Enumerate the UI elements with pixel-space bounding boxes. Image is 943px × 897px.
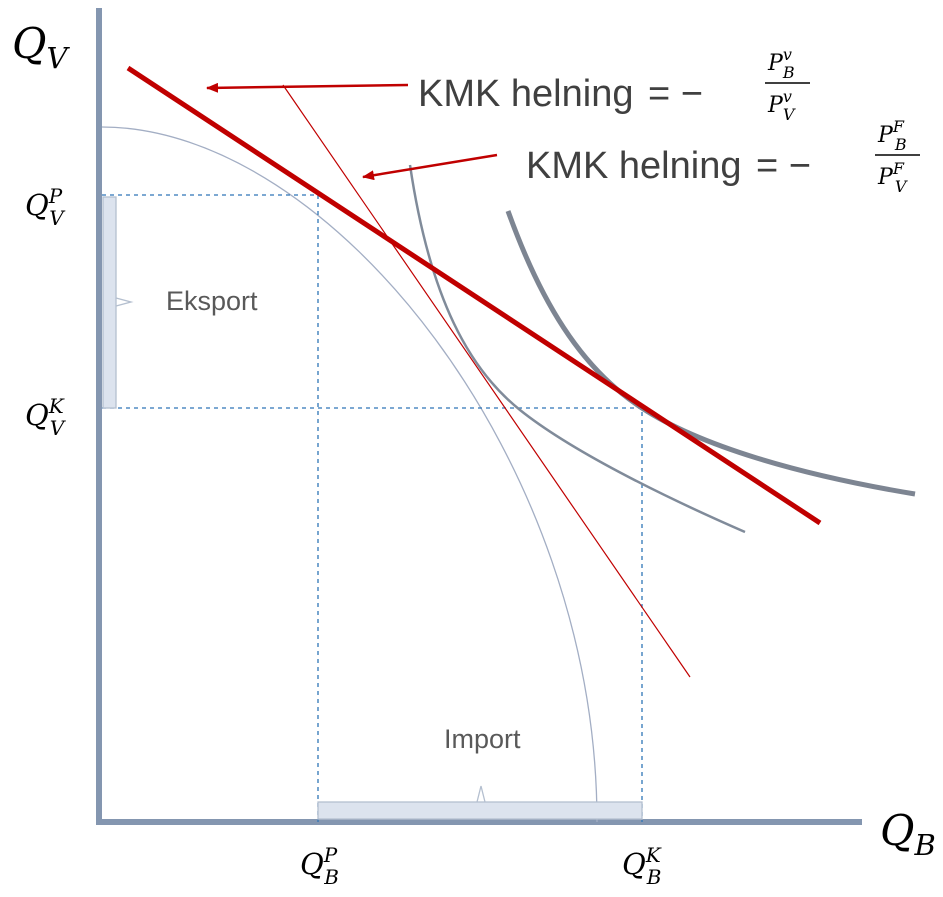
x-axis-title: QB — [880, 806, 936, 862]
export-bracket-tip — [115, 297, 134, 307]
tick-qb-production: QP B — [300, 843, 339, 889]
export-bracket — [102, 196, 117, 409]
autarky-price-arrow — [362, 153, 498, 181]
export-label: Eksport — [166, 286, 258, 316]
y-axis-title: QV — [12, 19, 70, 75]
world-price-numerator: Pv B — [767, 45, 795, 82]
import-bracket-tip — [476, 785, 486, 803]
world-price-annotation: KMK helning = − Pv B Pv V — [418, 45, 810, 124]
import-bracket — [317, 801, 643, 820]
world-price-arrow — [206, 82, 409, 93]
autarky-price-line — [282, 84, 691, 678]
import-label: Import — [444, 724, 521, 754]
tick-qv-consumption: QK V — [25, 394, 67, 440]
world-price-text: KMK helning — [418, 73, 633, 115]
domestic-price-annotation: KMK helning = − PF B PF V — [526, 117, 920, 196]
world-price-line — [126, 65, 822, 526]
tick-qv-production: QP V — [25, 184, 66, 230]
world-price-equals: = − — [648, 73, 703, 115]
domestic-price-equals: = − — [756, 145, 811, 187]
domestic-price-denominator: PF V — [877, 159, 908, 196]
production-possibility-curve — [101, 126, 598, 823]
tick-qb-consumption: QK B — [622, 843, 662, 889]
domestic-price-text: KMK helning — [526, 145, 741, 187]
world-price-denominator: Pv V — [767, 87, 796, 124]
domestic-price-numerator: PF B — [877, 117, 907, 154]
indifference-curve-autarky — [408, 164, 746, 534]
consumption-point-guides — [102, 407, 643, 822]
